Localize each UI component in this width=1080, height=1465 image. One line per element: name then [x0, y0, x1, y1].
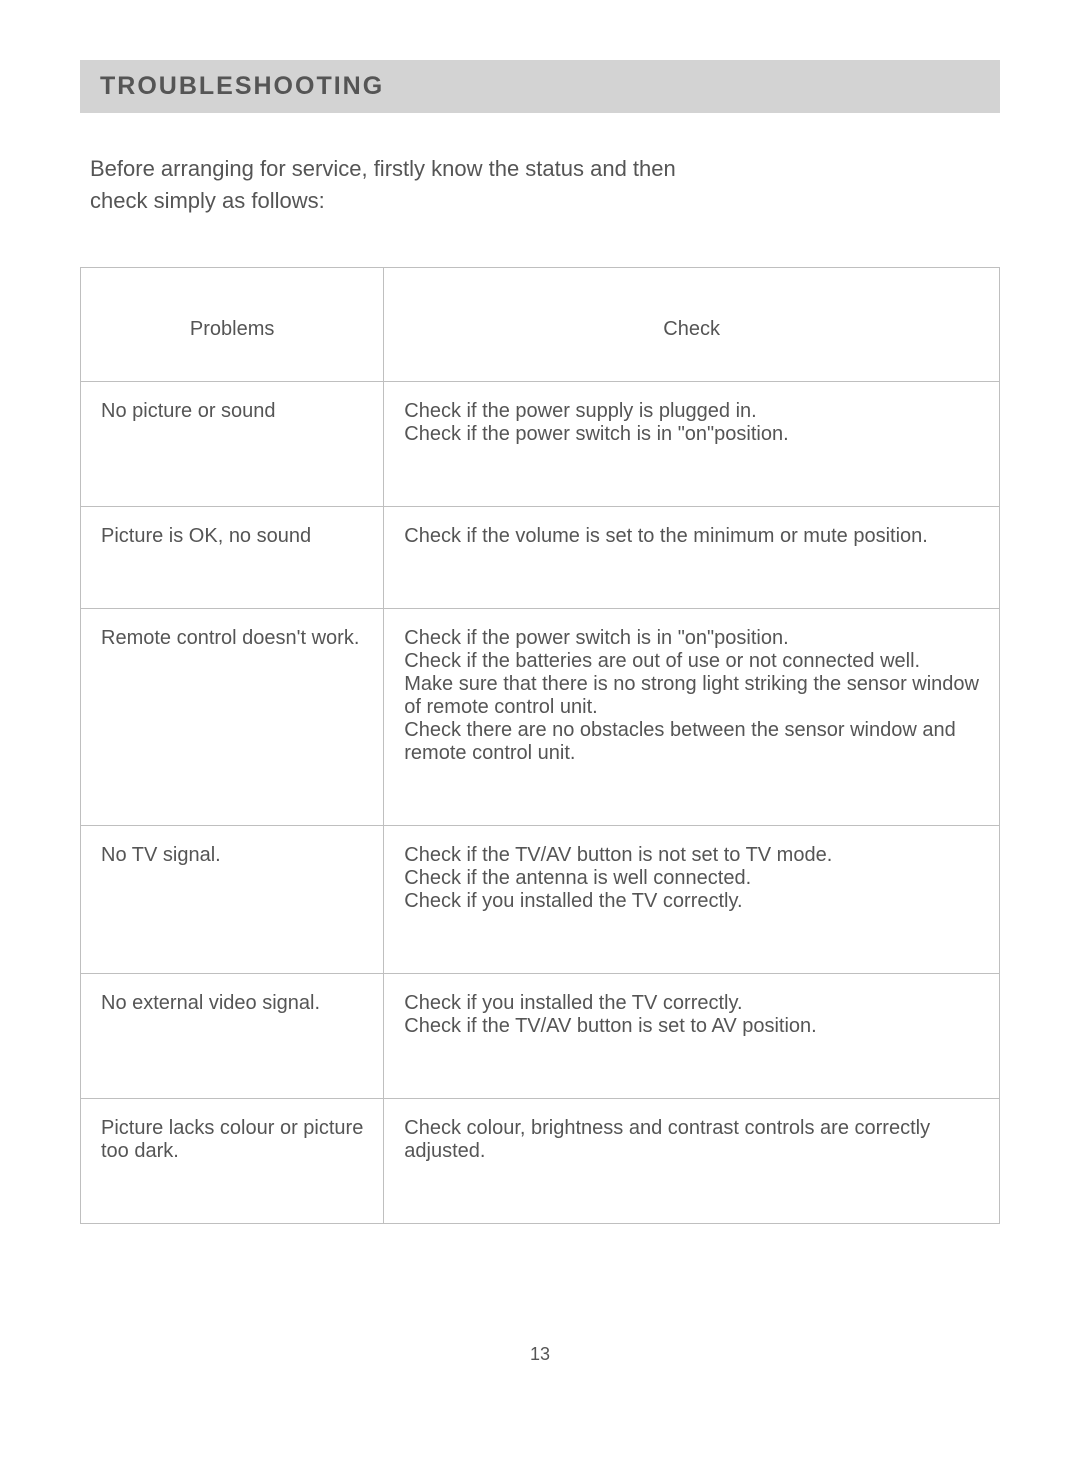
intro-line-1: Before arranging for service, firstly kn… — [90, 156, 676, 181]
manual-page: TROUBLESHOOTING Before arranging for ser… — [0, 0, 1080, 1425]
header-problems: Problems — [81, 267, 384, 381]
section-heading: TROUBLESHOOTING — [100, 72, 980, 101]
problem-cell: Remote control doesn't work. — [81, 608, 384, 825]
check-cell: Check if the power supply is plugged in.… — [384, 381, 1000, 506]
table-row: Picture lacks colour or picture too dark… — [81, 1098, 1000, 1223]
problem-cell: Picture is OK, no sound — [81, 506, 384, 608]
check-cell: Check if the TV/AV button is not set to … — [384, 825, 1000, 973]
table-row: Remote control doesn't work. Check if th… — [81, 608, 1000, 825]
page-number: 13 — [80, 1344, 1000, 1365]
check-cell: Check if the power switch is in "on"posi… — [384, 608, 1000, 825]
table-row: No TV signal. Check if the TV/AV button … — [81, 825, 1000, 973]
troubleshooting-table: Problems Check No picture or sound Check… — [80, 267, 1000, 1224]
problem-cell: No picture or sound — [81, 381, 384, 506]
check-cell: Check if the volume is set to the minimu… — [384, 506, 1000, 608]
intro-text: Before arranging for service, firstly kn… — [90, 153, 1000, 217]
header-check: Check — [384, 267, 1000, 381]
problem-cell: No external video signal. — [81, 973, 384, 1098]
table-row: No picture or sound Check if the power s… — [81, 381, 1000, 506]
intro-line-2: check simply as follows: — [90, 188, 325, 213]
check-cell: Check colour, brightness and contrast co… — [384, 1098, 1000, 1223]
section-heading-bar: TROUBLESHOOTING — [80, 60, 1000, 113]
problem-cell: No TV signal. — [81, 825, 384, 973]
problem-cell: Picture lacks colour or picture too dark… — [81, 1098, 384, 1223]
table-body: No picture or sound Check if the power s… — [81, 381, 1000, 1223]
check-cell: Check if you installed the TV correctly.… — [384, 973, 1000, 1098]
table-row: No external video signal. Check if you i… — [81, 973, 1000, 1098]
table-row: Picture is OK, no sound Check if the vol… — [81, 506, 1000, 608]
table-header-row: Problems Check — [81, 267, 1000, 381]
